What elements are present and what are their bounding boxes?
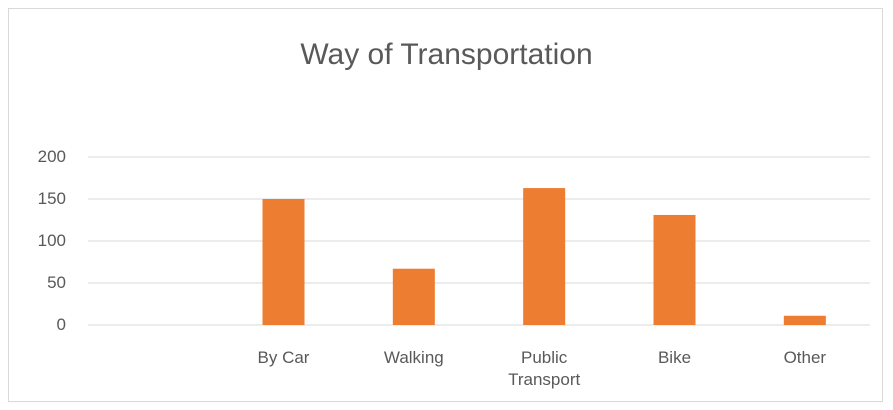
bar xyxy=(783,315,826,325)
bar xyxy=(653,214,696,325)
chart-border xyxy=(8,8,883,402)
x-tick-label: Public Transport xyxy=(508,348,581,389)
chart-title: Way of Transportation xyxy=(300,38,593,71)
bar xyxy=(392,268,435,325)
x-tick-label: Bike xyxy=(657,348,692,367)
y-tick-label: 0 xyxy=(56,315,66,334)
y-tick-label: 150 xyxy=(37,189,66,208)
x-tick-label: By Car xyxy=(257,348,310,367)
x-tick-label: Walking xyxy=(383,348,444,367)
y-tick-label: 100 xyxy=(37,231,66,250)
bar xyxy=(262,199,305,325)
bar xyxy=(523,188,566,325)
y-tick-label: 200 xyxy=(37,147,66,166)
x-tick-label: Other xyxy=(783,348,827,367)
y-tick-label: 50 xyxy=(47,273,66,292)
